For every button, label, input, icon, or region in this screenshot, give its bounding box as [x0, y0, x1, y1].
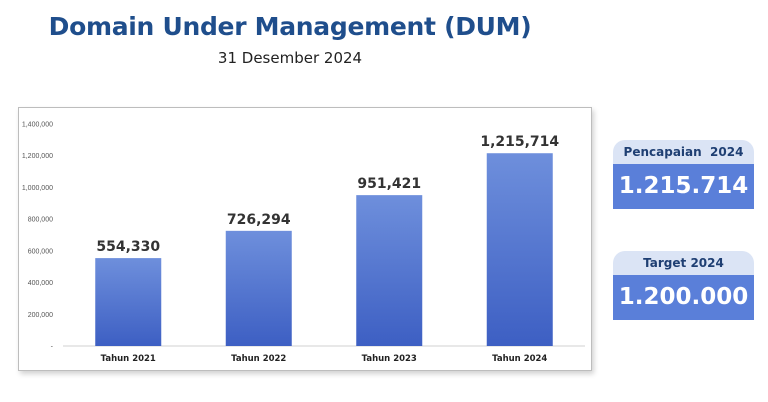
- target-card-label: Target 2024: [613, 251, 754, 275]
- x-category-label: Tahun 2021: [101, 354, 156, 364]
- y-tick-label: 1,000,000: [22, 185, 53, 192]
- bar: [225, 230, 292, 346]
- y-tick-label: 200,000: [28, 312, 53, 319]
- x-category-label: Tahun 2023: [362, 354, 417, 364]
- target-card: Target 2024 1.200.000: [613, 251, 754, 320]
- x-category-label: Tahun 2022: [231, 354, 286, 364]
- achievement-card: Pencapaian 2024 1.215.714: [613, 140, 754, 209]
- page-subtitle: 31 Desember 2024: [217, 49, 363, 67]
- bar-value-label: 951,421: [357, 176, 421, 192]
- y-tick-label: 800,000: [28, 217, 53, 224]
- bar-value-label: 1,215,714: [480, 134, 559, 150]
- bar-chart-svg: - 200,000 400,000 600,000 800,000 1,000,000 1,…: [22, 122, 585, 364]
- y-tick-label: 400,000: [28, 280, 53, 287]
- bar: [95, 258, 162, 346]
- target-card-value: 1.200.000: [613, 275, 754, 320]
- achievement-card-label: Pencapaian 2024: [613, 140, 754, 164]
- bar: [486, 153, 553, 346]
- y-tick-label: 600,000: [28, 248, 53, 255]
- y-tick-label: 1,200,000: [22, 153, 53, 160]
- bar-chart: - 200,000 400,000 600,000 800,000 1,000,000 1,…: [18, 107, 592, 371]
- bar: [356, 195, 423, 346]
- achievement-card-value: 1.215.714: [613, 164, 754, 209]
- bar-value-label: 554,330: [96, 239, 160, 255]
- y-tick-label: -: [51, 344, 54, 351]
- page-title: Domain Under Management (DUM): [48, 12, 532, 41]
- x-category-label: Tahun 2024: [492, 354, 547, 364]
- y-tick-label: 1,400,000: [22, 122, 53, 129]
- bar-value-label: 726,294: [227, 212, 291, 228]
